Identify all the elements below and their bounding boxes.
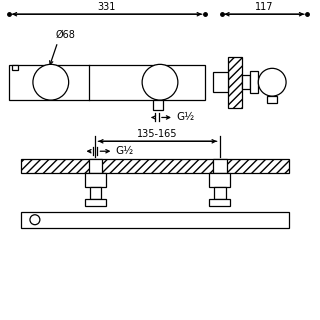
Circle shape [258, 68, 286, 96]
Circle shape [30, 215, 40, 225]
Bar [21, 212, 289, 228]
Text: Ø68: Ø68 [56, 30, 76, 40]
Text: G½: G½ [115, 146, 133, 156]
Bar [228, 57, 243, 108]
Bar [84, 173, 106, 187]
Bar [153, 100, 163, 109]
Text: 331: 331 [98, 2, 116, 12]
Bar [214, 187, 226, 199]
Bar [12, 65, 18, 70]
Bar [209, 173, 230, 187]
Bar [89, 159, 102, 173]
Bar [212, 72, 228, 92]
Text: G½: G½ [176, 112, 194, 123]
Text: 135-165: 135-165 [137, 129, 178, 139]
Bar [250, 71, 258, 93]
Text: 117: 117 [255, 2, 274, 12]
Bar [84, 199, 106, 206]
Bar [9, 65, 205, 100]
Bar [21, 159, 289, 173]
Bar [243, 75, 250, 89]
Bar [90, 187, 101, 199]
Circle shape [142, 64, 178, 100]
Circle shape [33, 64, 69, 100]
Bar [267, 96, 277, 103]
Bar [209, 199, 230, 206]
Bar [212, 159, 227, 173]
